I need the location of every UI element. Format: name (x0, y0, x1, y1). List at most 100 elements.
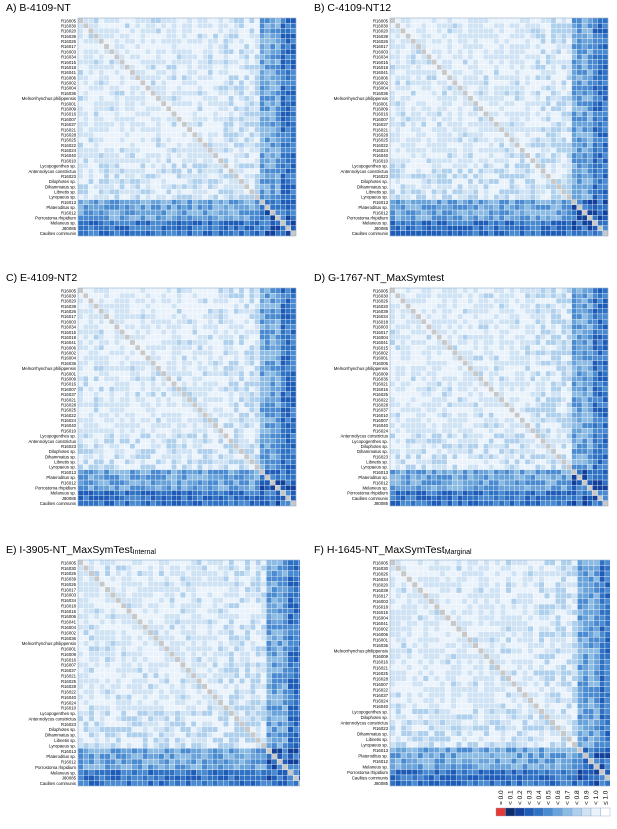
heatmap-cell (446, 121, 453, 128)
heatmap-cell (108, 152, 115, 159)
heatmap-cell (529, 199, 536, 206)
heatmap-cell (176, 199, 182, 206)
heatmap-cell (212, 33, 219, 39)
heatmap-cell (192, 298, 198, 304)
row-label: R16028 (61, 132, 77, 137)
heatmap-cell (519, 183, 526, 190)
heatmap-cell (581, 132, 588, 138)
heatmap-cell (83, 28, 89, 34)
heatmap-cell (166, 381, 172, 387)
heatmap-cell (581, 69, 588, 76)
heatmap-cell (160, 132, 167, 138)
heatmap-cell (285, 74, 291, 81)
heatmap-cell (249, 355, 255, 361)
heatmap-cell (275, 318, 281, 325)
heatmap-cell (587, 183, 593, 190)
heatmap-cell (280, 90, 286, 97)
heatmap-cell (243, 163, 250, 169)
heatmap-cell (202, 54, 208, 60)
heatmap-cell (571, 54, 578, 60)
heatmap-cell (519, 69, 526, 76)
heatmap-cell (436, 147, 443, 154)
heatmap-cell (405, 173, 411, 180)
heatmap-cell (285, 17, 291, 24)
heatmap-cell (467, 85, 474, 91)
heatmap-cell (441, 147, 448, 154)
heatmap-cell (488, 220, 494, 226)
heatmap-cell (509, 178, 515, 185)
heatmap-cell (134, 381, 141, 387)
heatmap-cell (509, 215, 515, 221)
heatmap-cell (124, 215, 131, 221)
heatmap-cell (197, 38, 203, 45)
heatmap-cell (555, 132, 562, 138)
row-label: R16036 (373, 91, 389, 96)
heatmap-cell (254, 54, 260, 60)
heatmap-cell (555, 142, 562, 148)
heatmap-cell (597, 163, 603, 169)
heatmap-cell (217, 183, 224, 190)
heatmap-cell (119, 43, 125, 50)
heatmap-cell (192, 183, 198, 190)
heatmap-cell (150, 194, 157, 200)
heatmap-cell (566, 43, 572, 50)
heatmap-cell (498, 17, 505, 24)
heatmap-cell (597, 23, 603, 29)
heatmap-cell (223, 365, 229, 372)
heatmap-cell (176, 370, 182, 377)
heatmap-cell (436, 183, 443, 190)
heatmap-cell (290, 391, 297, 398)
heatmap-cell (462, 69, 469, 76)
heatmap-cell (514, 33, 520, 39)
heatmap-cell (587, 163, 593, 169)
heatmap-cell (264, 17, 271, 24)
heatmap-cell (420, 189, 427, 195)
heatmap-cell (285, 313, 291, 320)
heatmap-cell (223, 147, 229, 154)
heatmap-cell (478, 85, 484, 91)
heatmap-cell (114, 157, 120, 164)
heatmap-cell (264, 168, 271, 174)
heatmap-cell (150, 69, 157, 76)
heatmap-cell (77, 95, 84, 102)
heatmap-cell (285, 303, 291, 309)
heatmap-cell (504, 28, 510, 34)
heatmap-cell (166, 23, 172, 29)
heatmap-cell (140, 365, 146, 372)
heatmap-cell (243, 189, 250, 195)
heatmap-cell (207, 386, 214, 392)
heatmap-cell (415, 215, 422, 221)
row-label: R16025 (61, 138, 77, 143)
heatmap-cell (166, 386, 172, 392)
heatmap-cell (134, 339, 141, 346)
heatmap-cell (223, 209, 229, 216)
heatmap-cell (581, 142, 588, 148)
heatmap-cell (457, 194, 463, 200)
heatmap-cell (171, 90, 177, 97)
heatmap-cell (155, 293, 162, 299)
heatmap-cell (285, 157, 291, 164)
heatmap-cell (77, 132, 84, 138)
heatmap-cell (504, 152, 510, 159)
heatmap-cell (269, 308, 276, 315)
heatmap-cell (166, 199, 172, 206)
heatmap-cell (207, 178, 214, 185)
heatmap-cell (103, 209, 110, 216)
heatmap-cell (83, 132, 89, 138)
heatmap-cell (280, 422, 286, 429)
heatmap-cell (197, 318, 203, 325)
heatmap-cell (212, 69, 219, 76)
heatmap-cell (202, 59, 208, 65)
heatmap-cell (88, 48, 94, 55)
heatmap-cell (223, 381, 229, 387)
heatmap-cell (249, 33, 255, 39)
heatmap-cell (587, 147, 593, 154)
diagonal-cell (108, 48, 115, 55)
heatmap-cell (129, 17, 136, 24)
heatmap-cell (478, 116, 484, 122)
heatmap-cell (93, 100, 99, 107)
heatmap-cell (462, 199, 469, 206)
heatmap-cell (88, 360, 94, 367)
heatmap-cell (119, 137, 125, 143)
heatmap-cell (452, 142, 458, 148)
